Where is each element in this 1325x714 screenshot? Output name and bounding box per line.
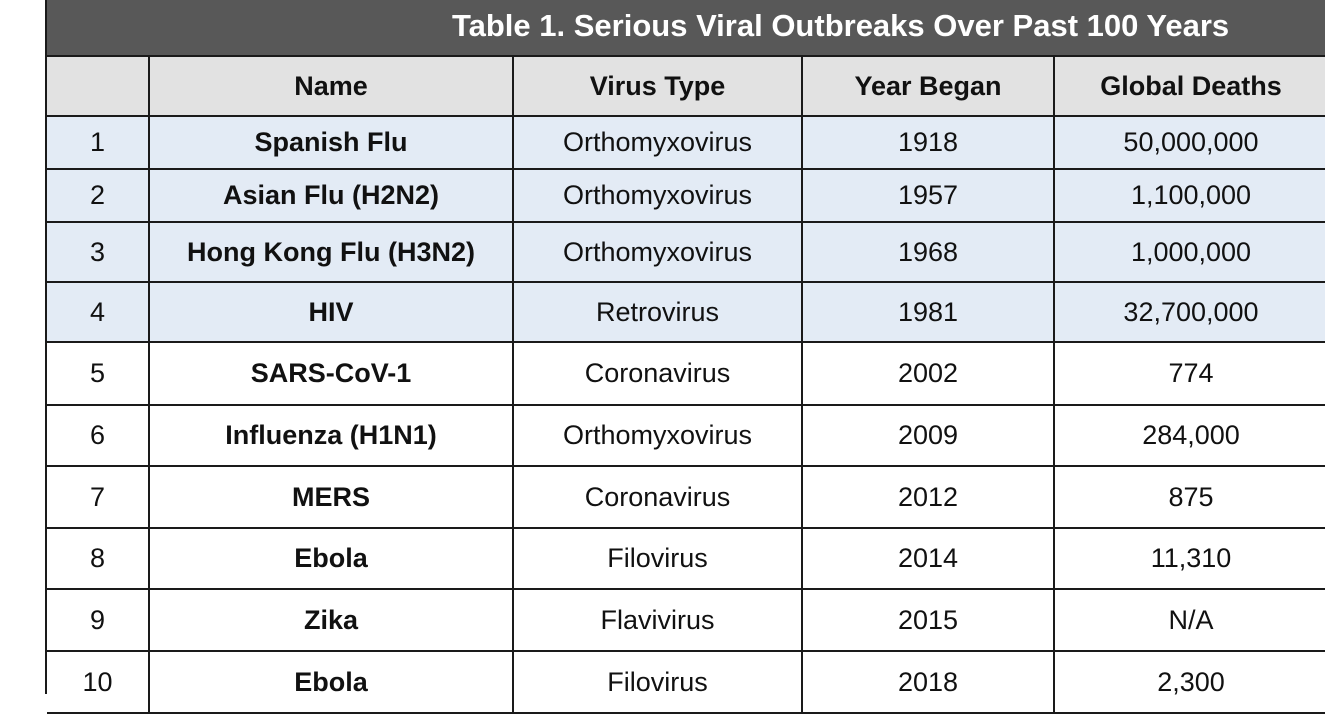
table-body: 1 Spanish Flu Orthomyxovirus 1918 50,000,000… — [47, 115, 1325, 714]
name-cell: Ebola — [148, 650, 514, 714]
table-row: 6 Influenza (H1N1) Orthomyxovirus 2009 284,0… — [47, 404, 1325, 467]
name-cell: Ebola — [148, 527, 514, 590]
year-began-cell: 1957 — [801, 168, 1055, 223]
global-deaths-cell: 1,100,000 — [1053, 168, 1325, 223]
header-row: Name Virus Type Year Began Global Deaths — [47, 57, 1325, 117]
table-row: 2 Asian Flu (H2N2) Orthomyxovirus 1957 1,100… — [47, 168, 1325, 223]
virus-type-cell: Orthomyxovirus — [512, 168, 803, 223]
global-deaths-cell: 2,300 — [1053, 650, 1325, 714]
table-title: Table 1. Serious Viral Outbreaks Over Pa… — [47, 0, 1325, 57]
table-row: 1 Spanish Flu Orthomyxovirus 1918 50,000,000 — [47, 115, 1325, 170]
year-began-cell: 2014 — [801, 527, 1055, 590]
row-index-cell: 10 — [47, 650, 150, 714]
row-index-cell: 2 — [47, 168, 150, 223]
virus-type-cell: Coronavirus — [512, 465, 803, 529]
name-cell: Influenza (H1N1) — [148, 404, 514, 467]
virus-type-cell: Coronavirus — [512, 341, 803, 406]
row-index-cell: 8 — [47, 527, 150, 590]
global-deaths-cell: 284,000 — [1053, 404, 1325, 467]
virus-type-cell: Orthomyxovirus — [512, 404, 803, 467]
table-row: 7 MERS Coronavirus 2012 875 — [47, 465, 1325, 529]
outbreaks-table-container: Table 1. Serious Viral Outbreaks Over Pa… — [45, 0, 1325, 714]
row-index-cell: 5 — [47, 341, 150, 406]
column-header-virus-type: Virus Type — [512, 57, 803, 117]
year-began-cell: 2012 — [801, 465, 1055, 529]
name-cell: HIV — [148, 281, 514, 343]
global-deaths-cell: N/A — [1053, 588, 1325, 652]
row-index-cell: 9 — [47, 588, 150, 652]
row-index-cell: 4 — [47, 281, 150, 343]
year-began-cell: 2018 — [801, 650, 1055, 714]
outbreaks-table: Name Virus Type Year Began Global Deaths… — [47, 57, 1325, 714]
table-row: 3 Hong Kong Flu (H3N2) Orthomyxovirus 1968 1… — [47, 221, 1325, 283]
virus-type-cell: Flavivirus — [512, 588, 803, 652]
global-deaths-cell: 50,000,000 — [1053, 115, 1325, 170]
year-began-cell: 2009 — [801, 404, 1055, 467]
name-cell: Hong Kong Flu (H3N2) — [148, 221, 514, 283]
year-began-cell: 1968 — [801, 221, 1055, 283]
year-began-cell: 1918 — [801, 115, 1055, 170]
column-header-index — [47, 57, 150, 117]
column-header-name: Name — [148, 57, 514, 117]
virus-type-cell: Orthomyxovirus — [512, 115, 803, 170]
name-cell: SARS-CoV-1 — [148, 341, 514, 406]
table-row: 9 Zika Flavivirus 2015 N/A — [47, 588, 1325, 652]
virus-type-cell: Retrovirus — [512, 281, 803, 343]
year-began-cell: 2015 — [801, 588, 1055, 652]
global-deaths-cell: 11,310 — [1053, 527, 1325, 590]
name-cell: Asian Flu (H2N2) — [148, 168, 514, 223]
column-header-global-deaths: Global Deaths — [1053, 57, 1325, 117]
row-index-cell: 6 — [47, 404, 150, 467]
virus-type-cell: Filovirus — [512, 650, 803, 714]
name-cell: MERS — [148, 465, 514, 529]
name-cell: Zika — [148, 588, 514, 652]
name-cell: Spanish Flu — [148, 115, 514, 170]
row-index-cell: 3 — [47, 221, 150, 283]
table-row: 8 Ebola Filovirus 2014 11,310 — [47, 527, 1325, 590]
table-row: 10 Ebola Filovirus 2018 2,300 — [47, 650, 1325, 714]
global-deaths-cell: 774 — [1053, 341, 1325, 406]
global-deaths-cell: 875 — [1053, 465, 1325, 529]
year-began-cell: 1981 — [801, 281, 1055, 343]
column-header-year-began: Year Began — [801, 57, 1055, 117]
global-deaths-cell: 32,700,000 — [1053, 281, 1325, 343]
year-began-cell: 2002 — [801, 341, 1055, 406]
virus-type-cell: Orthomyxovirus — [512, 221, 803, 283]
global-deaths-cell: 1,000,000 — [1053, 221, 1325, 283]
row-index-cell: 1 — [47, 115, 150, 170]
virus-type-cell: Filovirus — [512, 527, 803, 590]
table-row: 5 SARS-CoV-1 Coronavirus 2002 774 — [47, 341, 1325, 406]
table-row: 4 HIV Retrovirus 1981 32,700,000 — [47, 281, 1325, 343]
row-index-cell: 7 — [47, 465, 150, 529]
